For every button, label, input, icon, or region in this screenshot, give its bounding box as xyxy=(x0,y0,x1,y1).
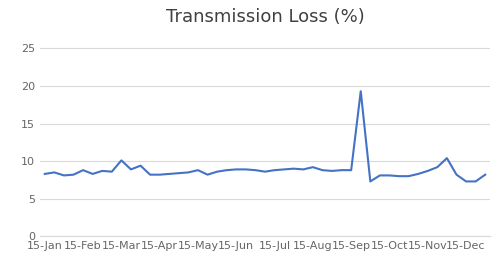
Title: Transmission Loss (%): Transmission Loss (%) xyxy=(166,8,364,26)
